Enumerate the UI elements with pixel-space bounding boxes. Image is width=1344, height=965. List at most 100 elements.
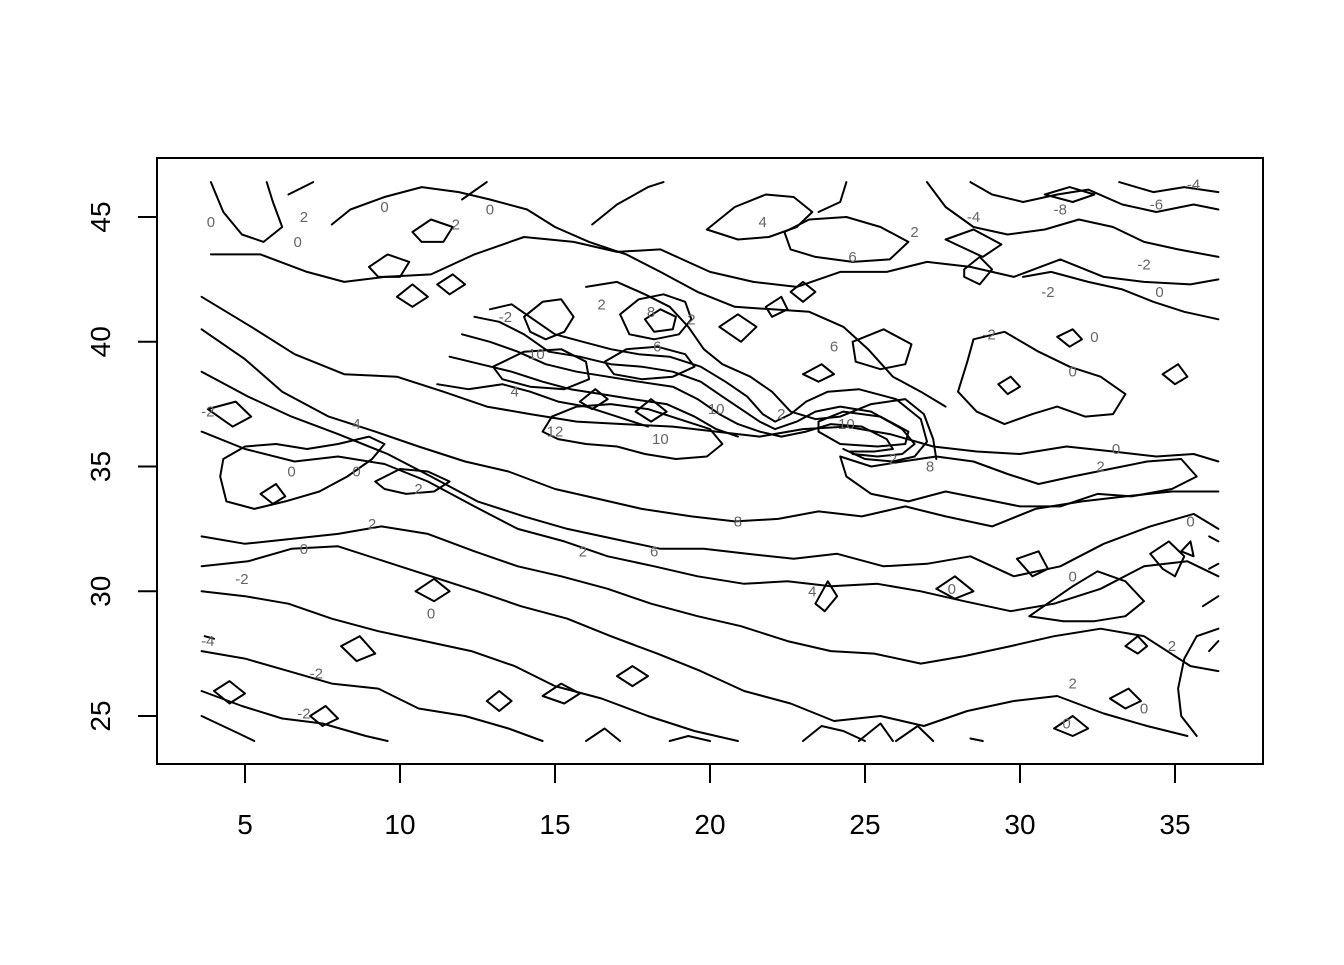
contour-label-14: -2 [1041,284,1054,301]
contour-line-45 [957,330,1127,426]
y-tick-label-0: 25 [85,700,116,731]
contour-line-34 [591,181,665,226]
contour-line-9 [200,690,389,742]
contour-label-6: 4 [759,214,767,231]
contour-line-30 [287,181,315,196]
contour-label-18: 8 [647,304,655,321]
contour-label-55: 2 [1069,676,1077,693]
contour-line-79 [1053,715,1090,737]
contour-label-48: 0 [1069,568,1077,585]
y-tick-label-3: 40 [85,326,116,357]
contour-label-27: 10 [708,401,725,418]
contour-line-4 [200,430,1220,613]
contour-line-72 [1149,540,1186,578]
contour-label-52: -4 [201,633,214,650]
contour-line-81 [203,635,215,640]
contour-line-20 [643,308,677,333]
x-tick-label-5: 30 [1004,809,1035,840]
contour-line-5 [200,525,1220,673]
contour-label-10: -8 [1054,202,1067,219]
contour-line-26 [814,580,839,613]
contour-label-51: 0 [427,606,435,623]
contour-label-44: 0 [300,541,308,558]
contour-label-58: 0 [1062,716,1070,733]
contour-label-24: 0 [1090,329,1098,346]
contour-label-34: 2 [889,451,897,468]
contour-line-51 [764,295,789,318]
contour-label-15: 0 [1155,284,1163,301]
contour-label-50: 4 [808,583,816,600]
contour-label-1: 2 [300,209,308,226]
contour-line-2 [200,328,1220,528]
contour-label-22: 6 [830,339,838,356]
contour-line-58 [340,635,377,663]
contour-line-48 [206,400,253,428]
contour-label-38: 0 [287,464,295,481]
contour-line-63 [668,735,711,742]
contour-line-29 [209,181,284,243]
contour-line-59 [213,680,246,705]
contour-label-19: 2 [687,311,695,328]
contour-label-56: -2 [297,706,310,723]
contour-line-74 [1180,540,1195,558]
contour-line-27 [219,435,386,510]
contour-label-49: 0 [948,581,956,598]
contour-line-39 [926,181,1220,258]
contour-line-31 [368,253,411,278]
contour-label-35: 8 [926,459,934,476]
contour-line-69 [1028,570,1145,623]
contour-line-84 [436,273,467,296]
contour-line-43 [1022,270,1220,321]
contour-line-52 [789,280,817,303]
contour-line-80 [1108,687,1142,710]
contour-line-17 [436,383,649,428]
contour-line-86 [997,375,1021,396]
contour-line-57 [414,577,451,603]
contour-line-76 [1208,562,1220,570]
contour-label-26: 4 [511,384,519,401]
contour-label-3: 2 [452,217,460,234]
contour-line-60 [585,727,622,742]
contour-line-37 [817,181,848,213]
contour-label-57: 0 [1140,701,1148,718]
contour-label-37: 2 [1096,459,1104,476]
contour-line-62 [616,665,649,688]
y-axis: 25 30 35 40 45 [85,201,158,732]
contour-label-36: 0 [1112,441,1120,458]
contour-line-55 [634,398,668,423]
contour-line-28 [374,468,451,495]
contour-label-29: 10 [838,416,855,433]
contour-label-54: -2 [310,666,323,683]
contour-lines [200,181,1220,742]
x-tick-label-4: 25 [849,809,880,840]
contour-label-25: 0 [1069,364,1077,381]
contour-line-21 [492,348,591,391]
x-tick-label-0: 5 [237,809,253,840]
contour-line-68 [969,737,984,742]
contour-line-22 [603,345,696,381]
contour-label-46: 6 [650,543,658,560]
contour-line-73 [1177,627,1220,737]
contour-line-38 [963,255,994,286]
contour-line-33 [461,181,488,201]
contour-line-11 [330,186,947,408]
contour-line-53 [802,363,835,383]
y-tick-label-1: 30 [85,576,116,607]
contour-line-41 [1043,186,1096,203]
y-tick-label-4: 45 [85,201,116,232]
contour-label-11: -6 [1150,197,1163,214]
contour-line-78 [1201,595,1220,608]
contour-line-14 [473,315,916,458]
contour-label-5: 0 [294,234,302,251]
y-tick-label-2: 35 [85,451,116,482]
contour-label-30: -2 [201,404,214,421]
contour-line-49 [395,283,429,308]
contour-line-32 [411,218,454,243]
contour-line-13 [488,303,928,463]
contour-line-64 [802,725,866,742]
contour-label-53: 2 [1168,638,1176,655]
contour-line-82 [309,705,339,727]
contour-label-45: 2 [579,543,587,560]
